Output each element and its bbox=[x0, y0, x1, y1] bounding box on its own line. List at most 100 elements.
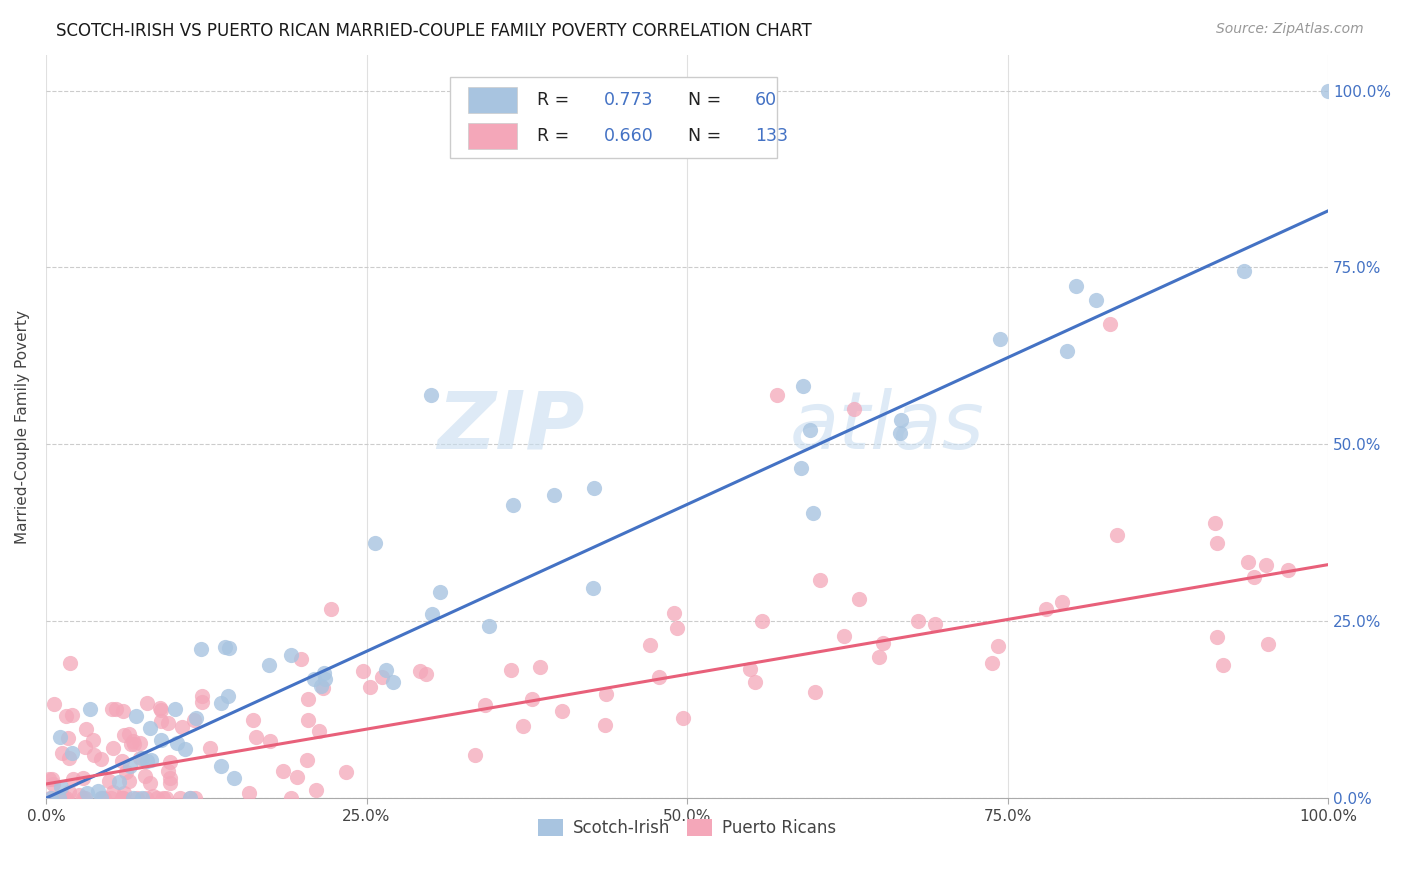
Point bbox=[529, 660, 551, 674]
Point bbox=[1206, 630, 1229, 644]
Point bbox=[543, 488, 565, 502]
Point bbox=[382, 674, 405, 689]
Legend: Scotch-Irish, Puerto Ricans: Scotch-Irish, Puerto Ricans bbox=[530, 811, 845, 846]
Point bbox=[520, 691, 543, 706]
Point bbox=[582, 481, 605, 495]
Point bbox=[52, 791, 75, 805]
Point bbox=[93, 791, 115, 805]
Point bbox=[551, 705, 574, 719]
Point bbox=[297, 713, 319, 727]
Point bbox=[190, 690, 212, 704]
Point bbox=[155, 791, 177, 805]
Point bbox=[297, 691, 319, 706]
Point bbox=[217, 689, 239, 703]
Point bbox=[987, 639, 1010, 653]
Point bbox=[48, 791, 70, 805]
Point bbox=[111, 754, 134, 768]
Point bbox=[79, 702, 101, 716]
Point bbox=[209, 759, 232, 773]
Text: R =: R = bbox=[537, 127, 575, 145]
Point bbox=[111, 791, 134, 805]
Point bbox=[179, 791, 201, 805]
Text: Source: ZipAtlas.com: Source: ZipAtlas.com bbox=[1216, 22, 1364, 37]
Point bbox=[55, 791, 77, 805]
Point bbox=[174, 741, 197, 756]
Point bbox=[464, 747, 486, 762]
Point bbox=[302, 672, 325, 686]
Point bbox=[1317, 83, 1340, 97]
Point bbox=[259, 734, 281, 748]
Point bbox=[149, 703, 172, 717]
Point bbox=[125, 708, 148, 723]
Point bbox=[49, 730, 72, 744]
Point bbox=[141, 753, 163, 767]
Point bbox=[86, 784, 108, 798]
Point bbox=[308, 723, 330, 738]
Point bbox=[39, 791, 62, 805]
Point bbox=[62, 772, 84, 786]
Point bbox=[245, 731, 267, 745]
Point bbox=[309, 679, 332, 693]
Point bbox=[58, 785, 80, 799]
Text: R =: R = bbox=[537, 91, 575, 109]
Point bbox=[156, 764, 179, 778]
Point bbox=[122, 791, 145, 805]
Point bbox=[1256, 558, 1278, 572]
Point bbox=[90, 791, 112, 805]
Point bbox=[988, 332, 1011, 346]
Text: N =: N = bbox=[689, 127, 727, 145]
Point bbox=[51, 746, 73, 760]
Point bbox=[981, 657, 1004, 671]
FancyBboxPatch shape bbox=[468, 87, 516, 113]
Point bbox=[799, 423, 821, 437]
Point bbox=[105, 702, 128, 716]
Point bbox=[82, 733, 104, 747]
Point bbox=[172, 720, 194, 734]
Point bbox=[135, 754, 157, 768]
Point bbox=[371, 670, 394, 684]
Point bbox=[1243, 570, 1265, 584]
Point bbox=[280, 648, 302, 662]
Point bbox=[134, 769, 156, 783]
Point bbox=[502, 498, 524, 512]
Point bbox=[149, 701, 172, 715]
Point bbox=[44, 697, 66, 711]
Point bbox=[352, 665, 374, 679]
Point bbox=[312, 666, 335, 681]
Point bbox=[101, 741, 124, 756]
Point bbox=[122, 737, 145, 751]
Point bbox=[56, 731, 79, 745]
Point bbox=[83, 747, 105, 762]
Point bbox=[150, 714, 173, 728]
Point bbox=[474, 698, 496, 712]
Point bbox=[73, 740, 96, 755]
Point bbox=[128, 736, 150, 750]
Point bbox=[75, 722, 97, 736]
Point bbox=[499, 664, 522, 678]
Point bbox=[60, 746, 83, 760]
Point bbox=[115, 764, 138, 779]
Point bbox=[595, 688, 617, 702]
Text: 0.773: 0.773 bbox=[603, 91, 654, 109]
Point bbox=[868, 649, 890, 664]
Point bbox=[285, 770, 308, 784]
Point bbox=[156, 716, 179, 731]
Point bbox=[672, 710, 695, 724]
Point bbox=[595, 718, 617, 732]
Point bbox=[842, 401, 865, 416]
Point bbox=[1233, 264, 1256, 278]
Point bbox=[128, 751, 150, 765]
Point bbox=[1257, 637, 1279, 651]
Point bbox=[321, 602, 343, 616]
Point bbox=[209, 696, 232, 710]
Point bbox=[135, 791, 157, 805]
Point bbox=[120, 758, 142, 772]
Point bbox=[297, 753, 319, 767]
Point bbox=[76, 786, 98, 800]
Point bbox=[38, 772, 60, 786]
Point bbox=[120, 737, 142, 751]
Point bbox=[218, 641, 240, 656]
Point bbox=[740, 662, 762, 676]
Point bbox=[169, 791, 191, 805]
Point bbox=[512, 719, 534, 733]
